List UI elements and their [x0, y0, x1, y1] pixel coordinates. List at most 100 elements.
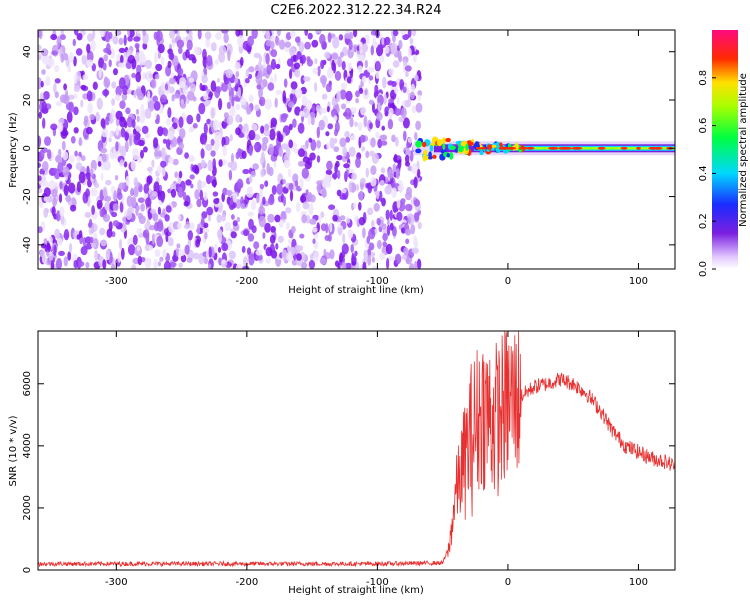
noise-blob [140, 54, 144, 66]
x-tick-label: -300 [105, 577, 128, 588]
signal-blob [436, 139, 443, 147]
noise-blob [127, 54, 135, 64]
noise-blob [144, 257, 152, 269]
noise-blob [320, 211, 325, 219]
noise-blob [407, 47, 412, 58]
noise-blob [339, 89, 347, 100]
noise-blob [413, 199, 420, 207]
noise-blob [331, 172, 338, 179]
noise-blob [402, 33, 410, 41]
noise-blob [61, 140, 66, 151]
noise-blob [321, 77, 326, 88]
noise-blob [131, 72, 136, 79]
noise-blob [153, 181, 160, 194]
signal-peak [548, 146, 559, 150]
noise-blob [367, 254, 372, 266]
noise-blob [299, 110, 305, 117]
noise-blob [103, 77, 111, 88]
noise-blob [86, 43, 91, 54]
noise-blob [157, 150, 163, 158]
noise-blob [136, 30, 140, 35]
noise-blob [111, 263, 116, 269]
noise-blob [287, 101, 295, 108]
noise-blob [255, 253, 263, 261]
noise-blob [94, 249, 98, 261]
noise-blob [347, 229, 354, 239]
noise-blob [203, 92, 209, 101]
signal-blob [445, 137, 451, 143]
spectrogram-y-label: Frequency (Hz) [8, 112, 19, 188]
noise-blob [146, 218, 150, 227]
noise-blob [376, 111, 383, 121]
noise-blob [185, 79, 190, 85]
noise-blob [320, 223, 327, 232]
noise-blob [204, 232, 208, 240]
noise-blob [265, 247, 273, 257]
noise-blob [235, 114, 241, 123]
noise-blob [231, 214, 235, 220]
colorbar: 0.0 0.2 0.4 0.6 0.8 Normalized spectral ampl… [698, 30, 749, 277]
noise-blob [286, 251, 293, 262]
noise-blob [116, 192, 123, 200]
noise-blob [56, 36, 61, 48]
noise-blob [352, 107, 357, 114]
noise-blob [90, 187, 98, 197]
noise-blob [146, 175, 153, 185]
noise-blob [38, 136, 41, 148]
noise-blob [226, 101, 231, 110]
noise-blob [318, 119, 325, 131]
noise-blob [76, 156, 82, 162]
noise-blob [324, 51, 331, 59]
noise-blob [148, 245, 153, 251]
noise-blob [75, 48, 83, 56]
noise-blob [316, 180, 324, 186]
noise-blob [124, 131, 129, 142]
snr-y-label: SNR (10 * v/v) [8, 415, 19, 486]
noise-blob [201, 74, 208, 84]
noise-blob [273, 73, 277, 83]
noise-blob [54, 91, 59, 99]
noise-blob [160, 160, 167, 168]
noise-blob [315, 104, 321, 113]
noise-blob [327, 66, 334, 79]
noise-blob [400, 198, 406, 204]
noise-blob [262, 196, 266, 205]
noise-blob [208, 263, 212, 269]
noise-blob [415, 120, 421, 131]
snr-frame [37, 330, 676, 571]
noise-blob [118, 47, 126, 54]
noise-blob [363, 115, 368, 128]
noise-blob [264, 222, 271, 233]
noise-blob [218, 52, 226, 63]
noise-blob [394, 253, 402, 265]
noise-blob [355, 90, 360, 98]
noise-blob [151, 78, 157, 89]
noise-blob [308, 203, 314, 216]
noise-blob [375, 70, 380, 80]
noise-blob [103, 54, 109, 62]
noise-blob [300, 54, 306, 64]
noise-blob [349, 117, 354, 128]
noise-blob [167, 60, 172, 69]
noise-blob [268, 166, 274, 177]
noise-blob [80, 84, 87, 90]
noise-blob [193, 46, 201, 56]
noise-blob [414, 212, 420, 222]
noise-blob [134, 43, 140, 49]
noise-blob [302, 156, 310, 163]
signal-peak [648, 146, 658, 150]
noise-blob [229, 134, 233, 142]
noise-blob [328, 204, 336, 210]
noise-blob [192, 96, 197, 102]
noise-blob [276, 183, 283, 195]
noise-blob [364, 89, 368, 96]
noise-blob [51, 188, 58, 198]
noise-blob [392, 30, 399, 37]
noise-blob [140, 203, 146, 212]
noise-blob [316, 140, 321, 149]
y-tick-label: 20 [22, 94, 33, 107]
noise-blob [245, 68, 250, 78]
noise-blob [275, 89, 283, 95]
noise-blob [180, 254, 187, 263]
noise-blob [38, 77, 42, 90]
